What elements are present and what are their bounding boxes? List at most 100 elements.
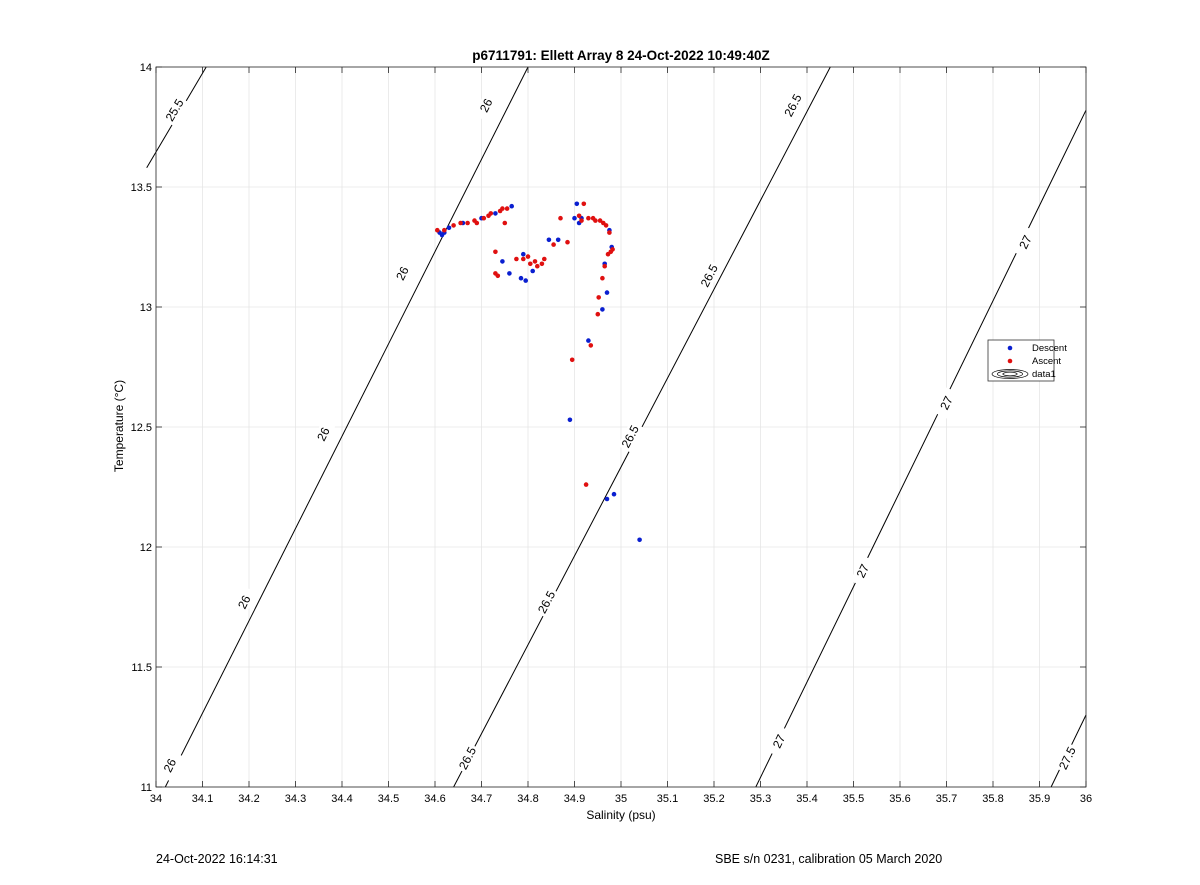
point-descent bbox=[574, 201, 580, 207]
point-ascent bbox=[565, 239, 570, 245]
x-axis-label: Salinity (psu) bbox=[586, 808, 655, 822]
contour-label-bg bbox=[696, 260, 723, 292]
footer-timestamp: 24-Oct-2022 16:14:31 bbox=[156, 852, 278, 866]
contour-label: 27 bbox=[854, 562, 873, 580]
contour-label-bg bbox=[454, 742, 481, 774]
point-ascent bbox=[576, 213, 582, 219]
point-ascent bbox=[596, 295, 601, 300]
point-ascent bbox=[514, 256, 519, 262]
legend-marker-contour bbox=[997, 370, 1023, 378]
point-ascent bbox=[602, 263, 607, 269]
point-ascent bbox=[451, 223, 456, 228]
y-tick-label: 13.5 bbox=[131, 182, 152, 194]
legend-marker-descent bbox=[1007, 345, 1013, 351]
point-ascent bbox=[500, 206, 505, 211]
point-ascent bbox=[493, 249, 498, 255]
point-descent bbox=[518, 275, 524, 281]
contour-label: 26 bbox=[393, 264, 412, 283]
point-ascent bbox=[532, 259, 538, 264]
contour-label: 27 bbox=[937, 394, 956, 412]
point-ascent bbox=[610, 247, 615, 252]
legend[interactable]: Descent Ascent data1 bbox=[987, 339, 1067, 382]
point-descent bbox=[586, 338, 591, 343]
point-ascent bbox=[488, 211, 494, 216]
point-ascent bbox=[542, 256, 547, 262]
point-ascent bbox=[581, 201, 587, 207]
point-ascent bbox=[579, 218, 584, 223]
contour-label-bg bbox=[533, 586, 560, 618]
legend-label-data1: data1 bbox=[1032, 369, 1056, 380]
point-ascent bbox=[569, 357, 575, 363]
legend-label-ascent: Ascent bbox=[1032, 356, 1061, 367]
point-ascent bbox=[586, 215, 591, 221]
point-descent bbox=[555, 237, 561, 243]
point-ascent bbox=[583, 482, 589, 487]
contour-label: 27 bbox=[1016, 233, 1035, 251]
legend-marker-ascent bbox=[1007, 358, 1013, 364]
chart-title: p6711791: Ellett Array 8 24-Oct-2022 10:… bbox=[472, 48, 769, 63]
point-ascent bbox=[465, 220, 470, 226]
point-ascent bbox=[458, 220, 463, 226]
point-descent bbox=[446, 225, 452, 231]
contour-line-27 bbox=[755, 109, 1087, 788]
point-ascent bbox=[600, 275, 605, 281]
x-tick-label: 35.7 bbox=[936, 793, 957, 805]
point-descent bbox=[521, 251, 526, 257]
contour-label-bg bbox=[157, 749, 183, 782]
y-tick-label: 12.5 bbox=[131, 422, 152, 434]
point-ascent bbox=[435, 227, 440, 233]
footer-instrument-info: SBE s/n 0231, calibration 05 March 2020 bbox=[715, 852, 943, 866]
point-ascent bbox=[502, 220, 508, 226]
legend-label-descent: Descent bbox=[1032, 343, 1067, 354]
contour-label-bg bbox=[934, 387, 959, 419]
point-descent bbox=[567, 417, 573, 423]
point-descent bbox=[600, 307, 605, 312]
point-descent bbox=[530, 268, 535, 274]
point-descent bbox=[493, 211, 498, 216]
point-descent bbox=[572, 215, 577, 221]
point-ascent bbox=[521, 256, 526, 262]
contour-label-bg bbox=[473, 89, 499, 122]
contour-label-bg bbox=[1055, 742, 1080, 774]
x-tick-label: 34.3 bbox=[285, 793, 306, 805]
point-ascent bbox=[474, 220, 480, 226]
x-tick-label: 35.4 bbox=[796, 793, 817, 805]
y-tick-label: 11.5 bbox=[131, 662, 152, 674]
x-tick-label: 35.5 bbox=[843, 793, 864, 805]
legend-marker-contour bbox=[991, 369, 1029, 379]
point-ascent bbox=[535, 263, 540, 269]
point-ascent bbox=[539, 261, 545, 267]
axis-ticks: 34 34.1 34.2 34.3 34.4 34.5 34.6 34.7 34.8 34.9 35… bbox=[131, 62, 1093, 805]
contour-label: 26 bbox=[235, 593, 254, 612]
point-ascent bbox=[597, 218, 603, 223]
x-tick-label: 34.1 bbox=[192, 793, 213, 805]
x-tick-label: 35.9 bbox=[1029, 793, 1050, 805]
y-axis-label: Temperature (°C) bbox=[112, 380, 126, 472]
x-tick-label: 34 bbox=[150, 793, 162, 805]
contour-label: 27 bbox=[770, 732, 789, 750]
point-descent bbox=[611, 491, 617, 497]
x-tick-label: 34.5 bbox=[378, 793, 399, 805]
x-tick-label: 35.6 bbox=[889, 793, 910, 805]
contour-label-bg bbox=[850, 555, 876, 587]
point-ascent bbox=[504, 206, 510, 211]
contour-label-bg bbox=[231, 586, 257, 618]
data-series bbox=[435, 201, 642, 543]
x-tick-label: 34.8 bbox=[517, 793, 538, 805]
x-tick-label: 35.3 bbox=[750, 793, 771, 805]
legend-marker-contour bbox=[1002, 371, 1018, 377]
point-ascent bbox=[528, 261, 533, 267]
contour-label-bg bbox=[161, 94, 188, 126]
x-tick-label: 35.1 bbox=[657, 793, 678, 805]
legend-box bbox=[987, 339, 1055, 382]
point-ascent bbox=[495, 273, 501, 279]
contour-line-26 bbox=[164, 66, 529, 788]
contour-label-bg bbox=[310, 418, 336, 450]
point-descent bbox=[604, 290, 610, 295]
series-ascent bbox=[435, 201, 615, 487]
point-descent bbox=[509, 203, 514, 209]
x-tick-label: 35.2 bbox=[703, 793, 724, 805]
point-ascent bbox=[442, 227, 447, 233]
x-tick-label: 34.6 bbox=[424, 793, 445, 805]
point-ascent bbox=[525, 254, 531, 259]
